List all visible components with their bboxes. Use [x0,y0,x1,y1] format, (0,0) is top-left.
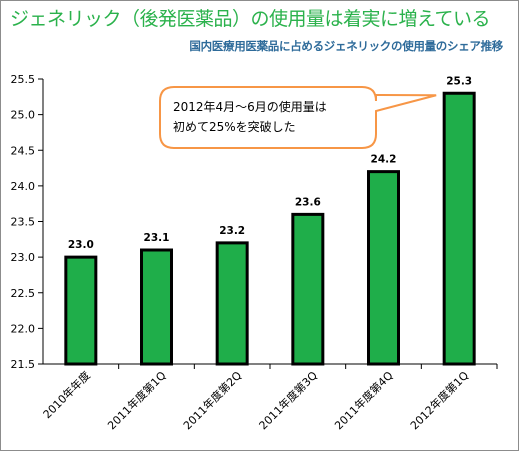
y-tick-label: 25.5 [11,73,36,86]
annotation-text: 2012年4月～6月の使用量は [173,99,327,114]
bar [215,241,249,366]
y-tick-label: 21.5 [11,358,36,371]
data-label: 24.2 [371,154,397,166]
x-tick-label: 2011年度第2Q [180,368,244,432]
y-tick-label: 24.0 [11,180,36,193]
chart-title: ジェネリック（後発医薬品）の使用量は着実に増えている [10,8,491,30]
y-tick-label: 23.0 [11,251,36,264]
bar [291,212,325,366]
data-label: 23.0 [68,239,94,251]
data-label: 25.3 [446,75,472,87]
x-tick-label: 2011年度第1Q [105,368,169,432]
x-tick-label: 2011年度第4Q [332,368,396,432]
x-tick-label: 2010年年度 [40,368,93,421]
annotation-callout [159,86,437,149]
data-label: 23.6 [295,196,321,208]
data-label: 23.2 [219,225,245,237]
bar [442,91,476,366]
data-label: 23.1 [144,232,170,244]
bar [140,248,173,366]
annotation-text: 初めて25%を突破した [173,119,296,134]
y-tick-label: 25.0 [11,109,36,122]
y-tick-label: 24.5 [11,144,36,157]
x-tick-label: 2011年度第3Q [256,368,320,432]
y-tick-label: 22.0 [11,322,36,335]
bar [367,170,400,366]
x-tick-label: 2012年度第1Q [407,368,471,432]
y-tick-label: 23.5 [11,216,36,229]
chart-subtitle: 国内医療用医薬品に占めるジェネリックの使用量のシェア推移 [189,39,503,53]
bar [64,255,98,366]
y-tick-label: 22.5 [11,287,36,300]
